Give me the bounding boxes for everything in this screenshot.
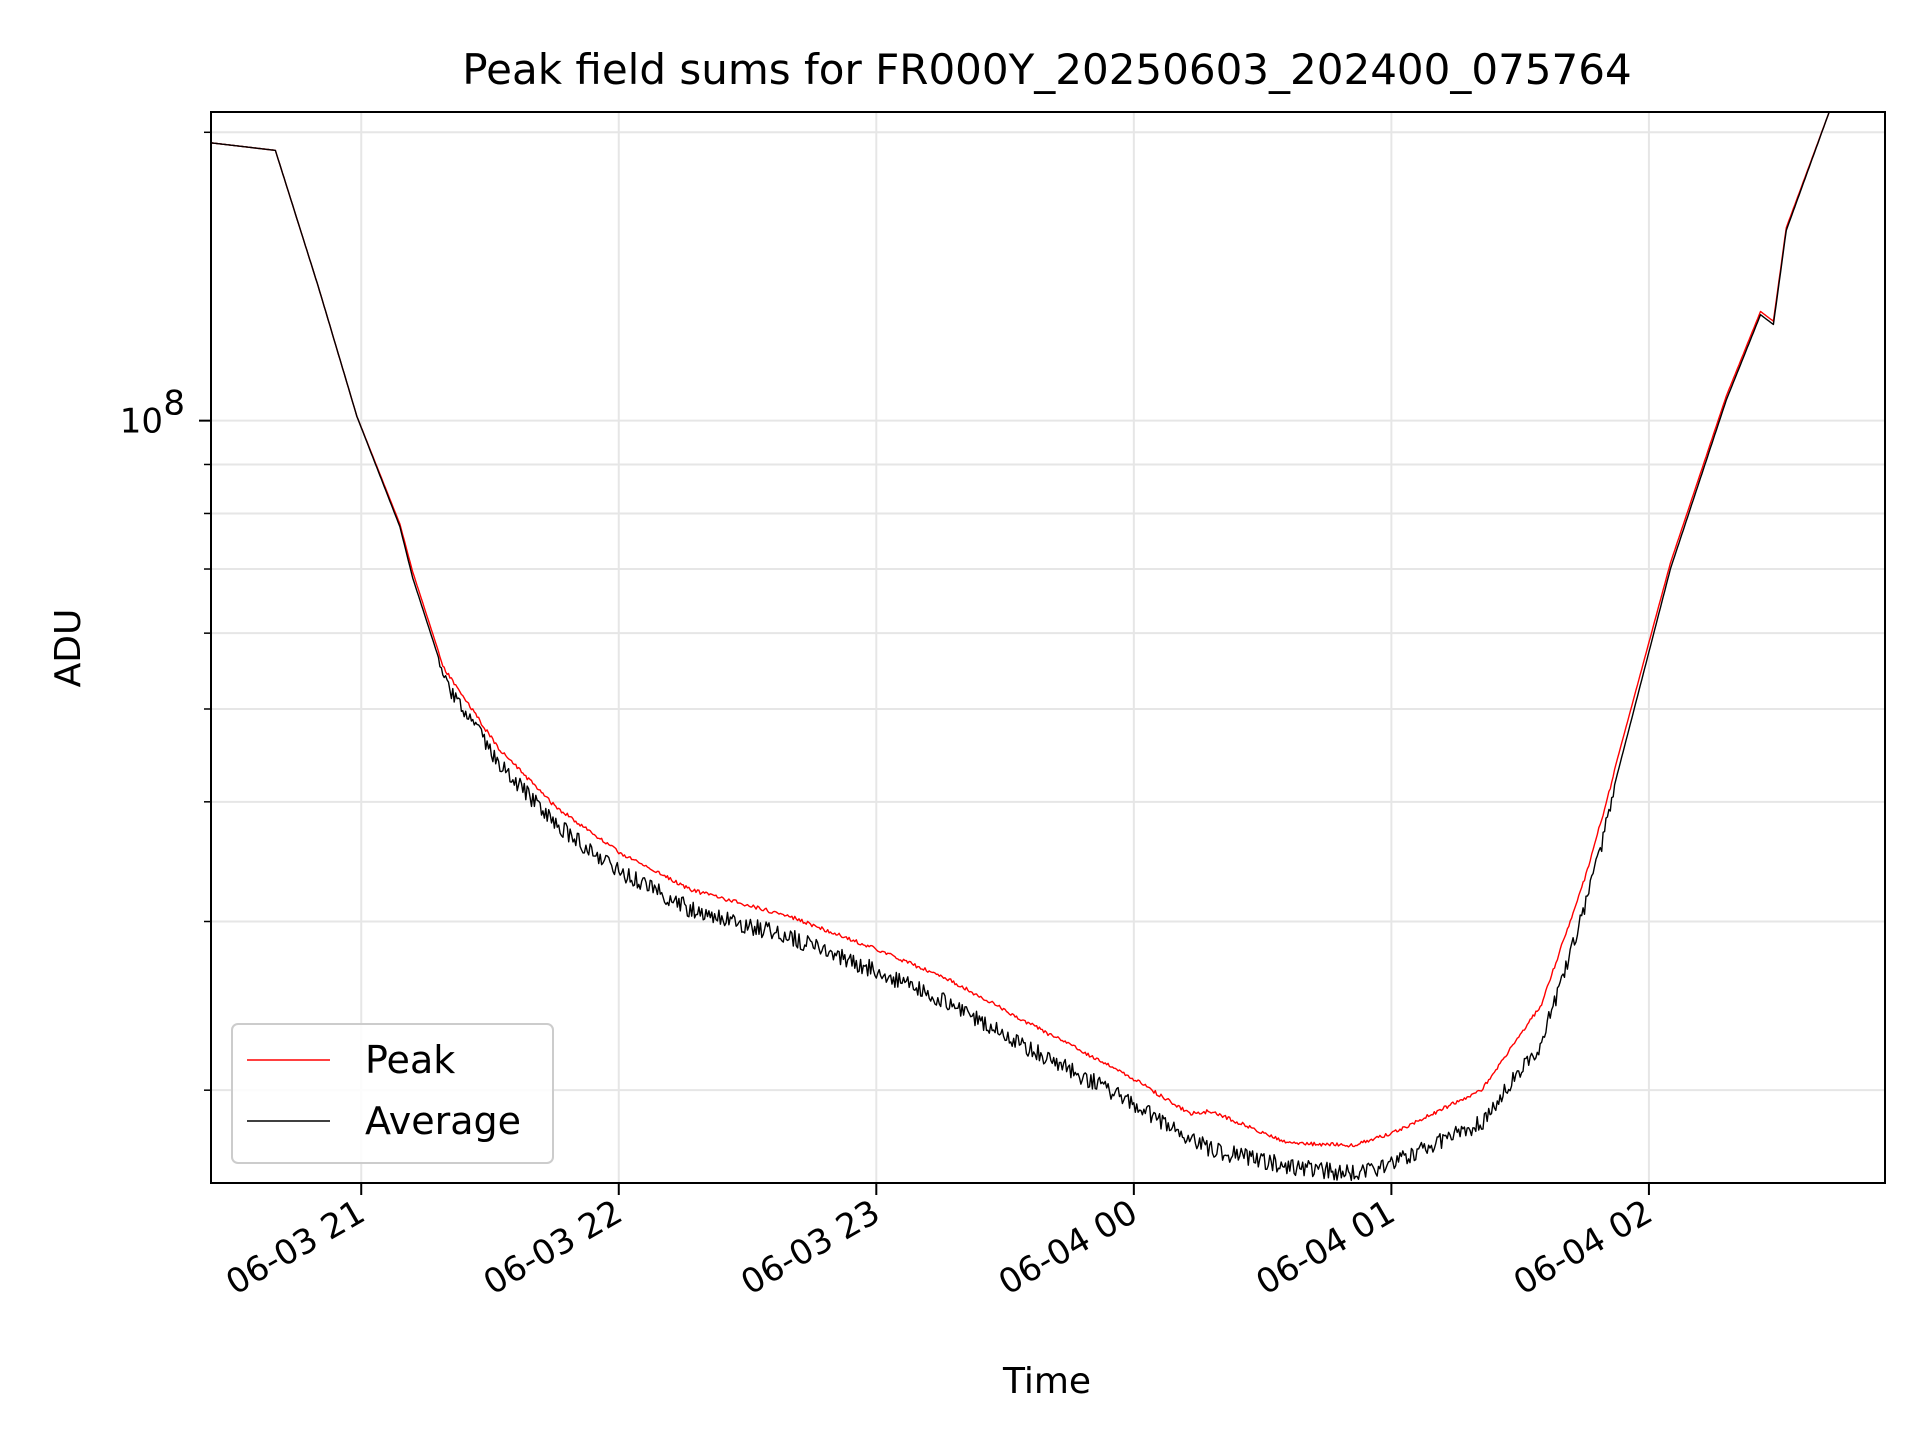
x-axis-title: Time xyxy=(1002,1361,1091,1402)
series-peak xyxy=(210,111,1830,1148)
series-line-average xyxy=(210,111,1830,1182)
y-axis-title: ADU xyxy=(48,609,89,688)
series-layer xyxy=(210,111,1830,1182)
plot-frame xyxy=(210,111,1886,1184)
y-tick-label: 10 xyxy=(120,402,163,442)
legend-box xyxy=(231,1023,554,1164)
grid xyxy=(211,112,1885,1183)
chart-title: Peak field sums for FR000Y_20250603_2024… xyxy=(462,45,1631,94)
y-tick-label-exponent: 8 xyxy=(163,384,185,424)
legend: Peak Average xyxy=(231,1023,554,1164)
y-axis: 10 8 xyxy=(120,131,211,1091)
legend-label-average: Average xyxy=(365,1099,521,1143)
series-line-peak xyxy=(210,111,1830,1148)
series-average xyxy=(210,111,1830,1182)
legend-label-peak: Peak xyxy=(365,1038,455,1082)
